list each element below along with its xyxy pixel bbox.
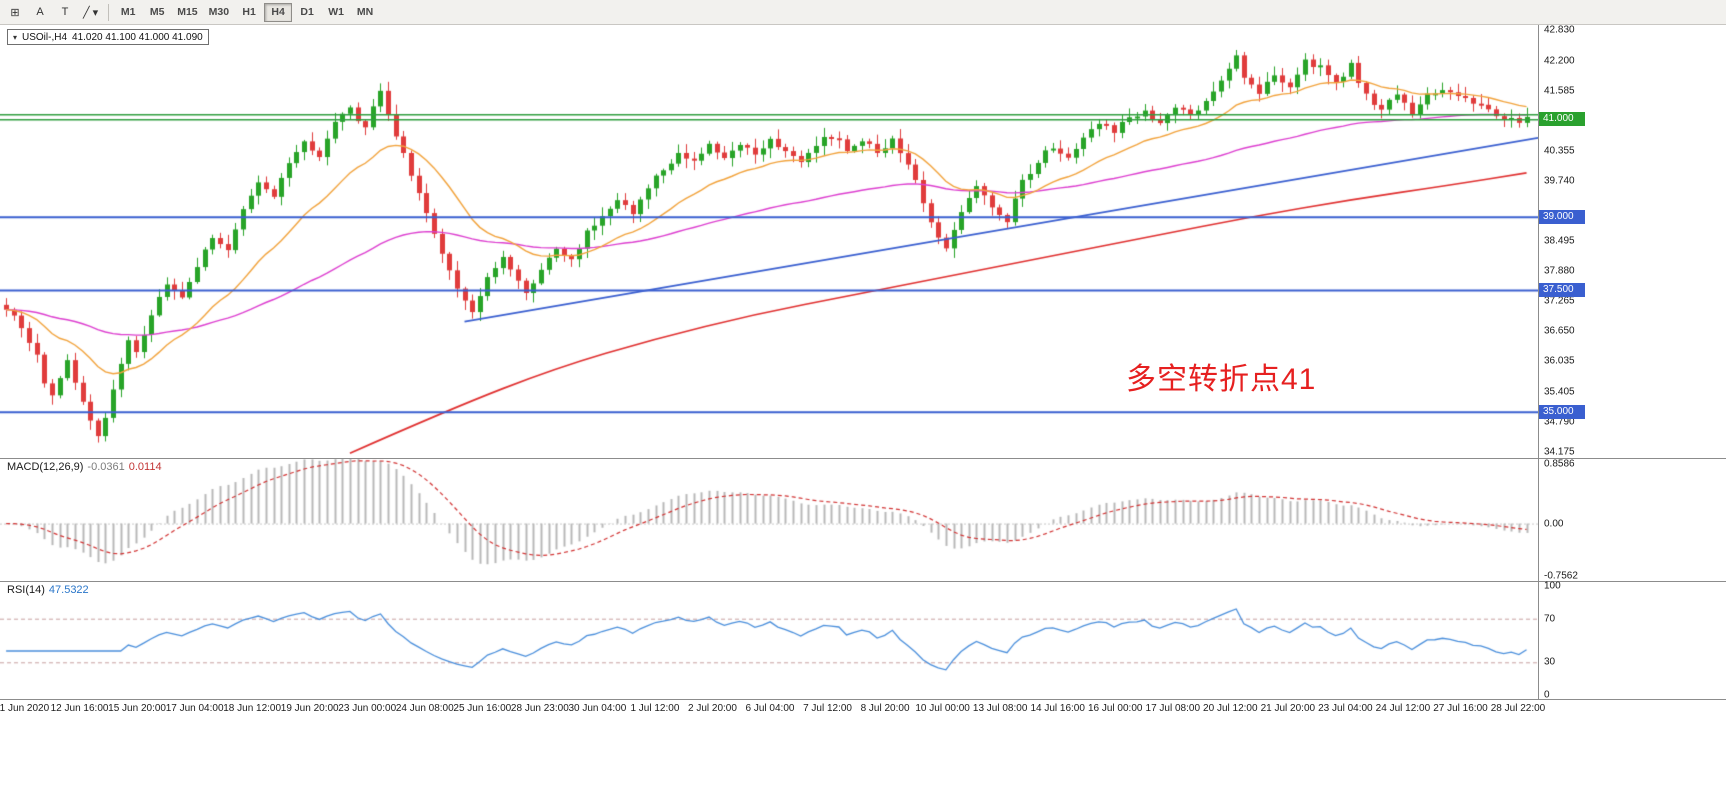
time-label: 1 Jul 12:00	[630, 703, 680, 714]
rsi-tick-label: 70	[1544, 613, 1556, 625]
rsi-canvas[interactable]	[0, 582, 1538, 699]
macd-label: MACD(12,26,9) -0.0361 0.0114	[7, 461, 166, 473]
price-tick-label: 36.035	[1544, 355, 1575, 367]
chart-grid-icon[interactable]: ⊞	[3, 2, 27, 23]
time-label: 23 Jun 00:00	[338, 703, 397, 714]
timeframe-button-h4[interactable]: H4	[264, 2, 293, 22]
rsi-name: RSI(14)	[7, 584, 45, 596]
macd-canvas[interactable]	[0, 459, 1538, 581]
time-label: 20 Jul 12:00	[1203, 703, 1258, 714]
rsi-value: 47.5322	[48, 584, 89, 596]
price-tick-label: 34.175	[1544, 446, 1575, 458]
time-label: 28 Jun 23:00	[510, 703, 569, 714]
insert-text-tool[interactable]: A	[28, 2, 52, 23]
time-label: 18 Jun 12:00	[223, 703, 282, 714]
collapse-arrow-icon[interactable]: ▾	[13, 32, 18, 42]
price-tag-41.000: 41.000	[1539, 112, 1585, 127]
price-tick-label: 34.790	[1544, 416, 1575, 428]
rsi-panel: RSI(14) 47.5322 100 70 30 0	[0, 580, 1726, 701]
timeframe-button-m1[interactable]: M1	[114, 3, 142, 22]
price-tag-37.500: 37.500	[1539, 282, 1585, 297]
rsi-tick-label: 0	[1544, 689, 1550, 701]
annotation-text[interactable]: 多空转折点41	[1126, 363, 1317, 396]
price-tick-label: 40.355	[1544, 145, 1575, 157]
main-chart-canvas[interactable]	[0, 25, 1538, 458]
text-label-tool[interactable]: T	[53, 2, 77, 23]
macd-plot-area[interactable]: MACD(12,26,9) -0.0361 0.0114	[0, 459, 1538, 581]
top-toolbar: ⊞ A T ╱ ▾ M1 M5 M15 M30 H1 H4 D1 W1 MN	[0, 0, 1726, 25]
chart-symbol-period: USOil-,H4	[22, 31, 68, 43]
rsi-plot-area[interactable]: RSI(14) 47.5322	[0, 582, 1538, 699]
toolbar-separator	[108, 3, 110, 21]
price-tick-label: 42.200	[1544, 55, 1575, 67]
rsi-label: RSI(14) 47.5322	[7, 584, 93, 596]
macd-panel: MACD(12,26,9) -0.0361 0.0114 0.8586 0.00 -0.…	[0, 458, 1726, 582]
time-label: 17 Jun 04:00	[165, 703, 224, 714]
time-label: 21 Jul 20:00	[1260, 703, 1316, 714]
timeframe-button-d1[interactable]: D1	[293, 3, 321, 22]
price-tag-39.000: 39.000	[1539, 209, 1585, 224]
drawing-toolbar: ⊞ A T ╱ ▾	[3, 2, 103, 23]
time-label: 13 Jul 08:00	[972, 703, 1028, 714]
macd-name: MACD(12,26,9)	[7, 461, 84, 473]
time-label: 30 Jun 04:00	[568, 703, 627, 714]
rsi-tick-label: 30	[1544, 656, 1556, 668]
price-tick-label: 37.265	[1544, 295, 1575, 307]
macd-tick-label: 0.00	[1544, 518, 1564, 530]
macd-tick-label: 0.8586	[1544, 458, 1575, 470]
rsi-axis[interactable]: 100 70 30 0	[1538, 580, 1726, 701]
time-label: 12 Jun 16:00	[50, 703, 109, 714]
timeframe-button-m15[interactable]: M15	[172, 3, 202, 22]
price-tick-label: 36.650	[1544, 325, 1575, 337]
time-label: 8 Jul 20:00	[860, 703, 910, 714]
price-tick-label: 41.585	[1544, 85, 1575, 97]
price-tick-label: 39.740	[1544, 175, 1575, 187]
time-label: 14 Jul 16:00	[1030, 703, 1085, 714]
time-label: 27 Jul 16:00	[1433, 703, 1488, 714]
main-plot-area[interactable]: ▾ USOil-,H4 41.020 41.100 41.000 41.090 …	[0, 25, 1538, 458]
time-label: 19 Jun 20:00	[280, 703, 339, 714]
time-label: 25 Jun 16:00	[453, 703, 512, 714]
price-tick-label: 35.405	[1544, 386, 1575, 398]
timeframe-button-m30[interactable]: M30	[204, 3, 234, 22]
price-tick-label: 37.880	[1544, 265, 1575, 277]
macd-tick-label: -0.7562	[1544, 570, 1578, 582]
timeframe-button-h1[interactable]: H1	[235, 3, 263, 22]
time-axis[interactable]: 11 Jun 2020 12 Jun 16:00 15 Jun 20:00 17 Ju…	[0, 699, 1726, 717]
time-label: 16 Jul 00:00	[1087, 703, 1143, 714]
price-tick-label: 42.830	[1544, 24, 1575, 36]
time-label: 24 Jul 12:00	[1375, 703, 1431, 714]
rsi-tick-label: 100	[1544, 580, 1561, 592]
time-label: 2 Jul 20:00	[687, 703, 737, 714]
time-label: 17 Jul 08:00	[1145, 703, 1201, 714]
macd-signal-value: 0.0114	[128, 461, 162, 473]
macd-axis[interactable]: 0.8586 0.00 -0.7562	[1538, 458, 1726, 582]
price-axis[interactable]: 42.830 42.200 41.585 40.355 39.740 38.495 37.8…	[1538, 25, 1726, 458]
time-label: 28 Jul 22:00	[1490, 703, 1546, 714]
timeframe-toolbar: M1 M5 M15 M30 H1 H4 D1 W1 MN	[114, 2, 379, 22]
time-label: 23 Jul 04:00	[1318, 703, 1373, 714]
time-label: 6 Jul 04:00	[745, 703, 795, 714]
price-tick-label: 38.495	[1544, 235, 1575, 247]
chart-title-box[interactable]: ▾ USOil-,H4 41.020 41.100 41.000 41.090	[7, 29, 209, 45]
time-label: 24 Jun 08:00	[395, 703, 454, 714]
timeframe-button-m5[interactable]: M5	[143, 3, 171, 22]
macd-value: -0.0361	[87, 461, 125, 473]
draw-line-tool[interactable]: ╱ ▾	[78, 2, 103, 23]
chart-ohlc-values: 41.020 41.100 41.000 41.090	[72, 31, 203, 43]
timeframe-button-mn[interactable]: MN	[351, 3, 379, 22]
time-label: 15 Jun 20:00	[108, 703, 166, 714]
time-label: 11 Jun 2020	[0, 703, 50, 714]
price-tag-35.000: 35.000	[1539, 404, 1585, 419]
time-label: 10 Jul 00:00	[915, 703, 970, 714]
empty-area	[0, 717, 1726, 794]
time-label: 7 Jul 12:00	[803, 703, 852, 714]
main-chart-panel: ▾ USOil-,H4 41.020 41.100 41.000 41.090 …	[0, 25, 1726, 458]
timeframe-button-w1[interactable]: W1	[322, 3, 350, 22]
